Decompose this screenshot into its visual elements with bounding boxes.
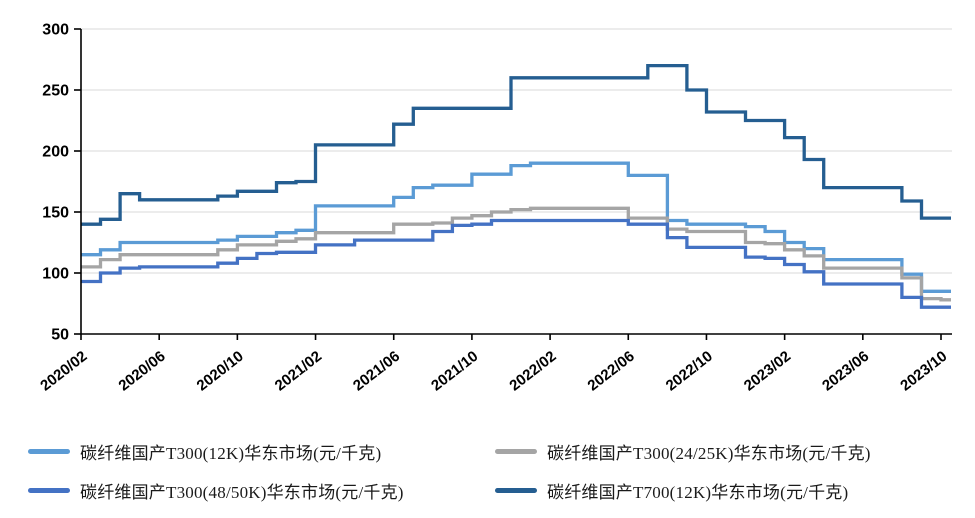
legend-item-t700-12k: 碳纤维国产T700(12K)华东市场(元/千克) (495, 477, 958, 503)
x-tick-label-2020/06: 2020/06 (115, 348, 168, 395)
x-tick-label-2021/06: 2021/06 (350, 348, 403, 395)
y-tick-label-300: 300 (42, 22, 69, 39)
legend-swatch-t300-12k (28, 448, 70, 454)
x-tick-label-2023/10: 2023/10 (897, 348, 950, 395)
legend-swatch-t300-4850k (28, 487, 70, 493)
legend-label-t300-4850k: 碳纤维国产T300(48/50K)华东市场(元/千克) (80, 482, 404, 502)
chart-legend: 碳纤维国产T300(12K)华东市场(元/千克) 碳纤维国产T300(24/25… (28, 438, 958, 503)
x-tick-label-2022/06: 2022/06 (585, 348, 638, 395)
x-tick-label-2021/10: 2021/10 (428, 348, 481, 395)
series-line-3 (81, 63, 951, 226)
legend-label-t300-12k: 碳纤维国产T300(12K)华东市场(元/千克) (80, 443, 382, 463)
price-chart-svg: 50 100 150 200 250 300 2020/02 2020/06 2020/10 20… (37, 22, 952, 395)
y-tick-label-100: 100 (42, 266, 69, 283)
series-line-0 (81, 161, 951, 293)
series-line-2 (81, 218, 951, 309)
legend-item-t300-2425k: 碳纤维国产T300(24/25K)华东市场(元/千克) (495, 438, 958, 464)
y-tick-label-150: 150 (42, 205, 69, 222)
legend-label-t700-12k: 碳纤维国产T700(12K)华东市场(元/千克) (547, 482, 849, 502)
y-tick-label-50: 50 (51, 327, 69, 344)
y-tick-label-250: 250 (42, 83, 69, 100)
legend-swatch-t700-12k (495, 487, 537, 493)
x-tick-label-2021/02: 2021/02 (272, 348, 325, 395)
x-tick-label-2022/10: 2022/10 (663, 348, 716, 395)
x-tick-label-2023/06: 2023/06 (819, 348, 872, 395)
x-tick-label-2020/02: 2020/02 (37, 348, 90, 395)
legend-item-t300-12k: 碳纤维国产T300(12K)华东市场(元/千克) (28, 438, 495, 464)
series-line-1 (81, 206, 951, 302)
x-tick-label-2022/02: 2022/02 (506, 348, 559, 395)
legend-swatch-t300-2425k (495, 448, 537, 454)
x-tick-label-2023/02: 2023/02 (741, 348, 794, 395)
legend-label-t300-2425k: 碳纤维国产T300(24/25K)华东市场(元/千克) (547, 443, 871, 463)
x-tick-label-2020/10: 2020/10 (194, 348, 247, 395)
y-tick-label-200: 200 (42, 144, 69, 161)
legend-item-t300-4850k: 碳纤维国产T300(48/50K)华东市场(元/千克) (28, 477, 495, 503)
